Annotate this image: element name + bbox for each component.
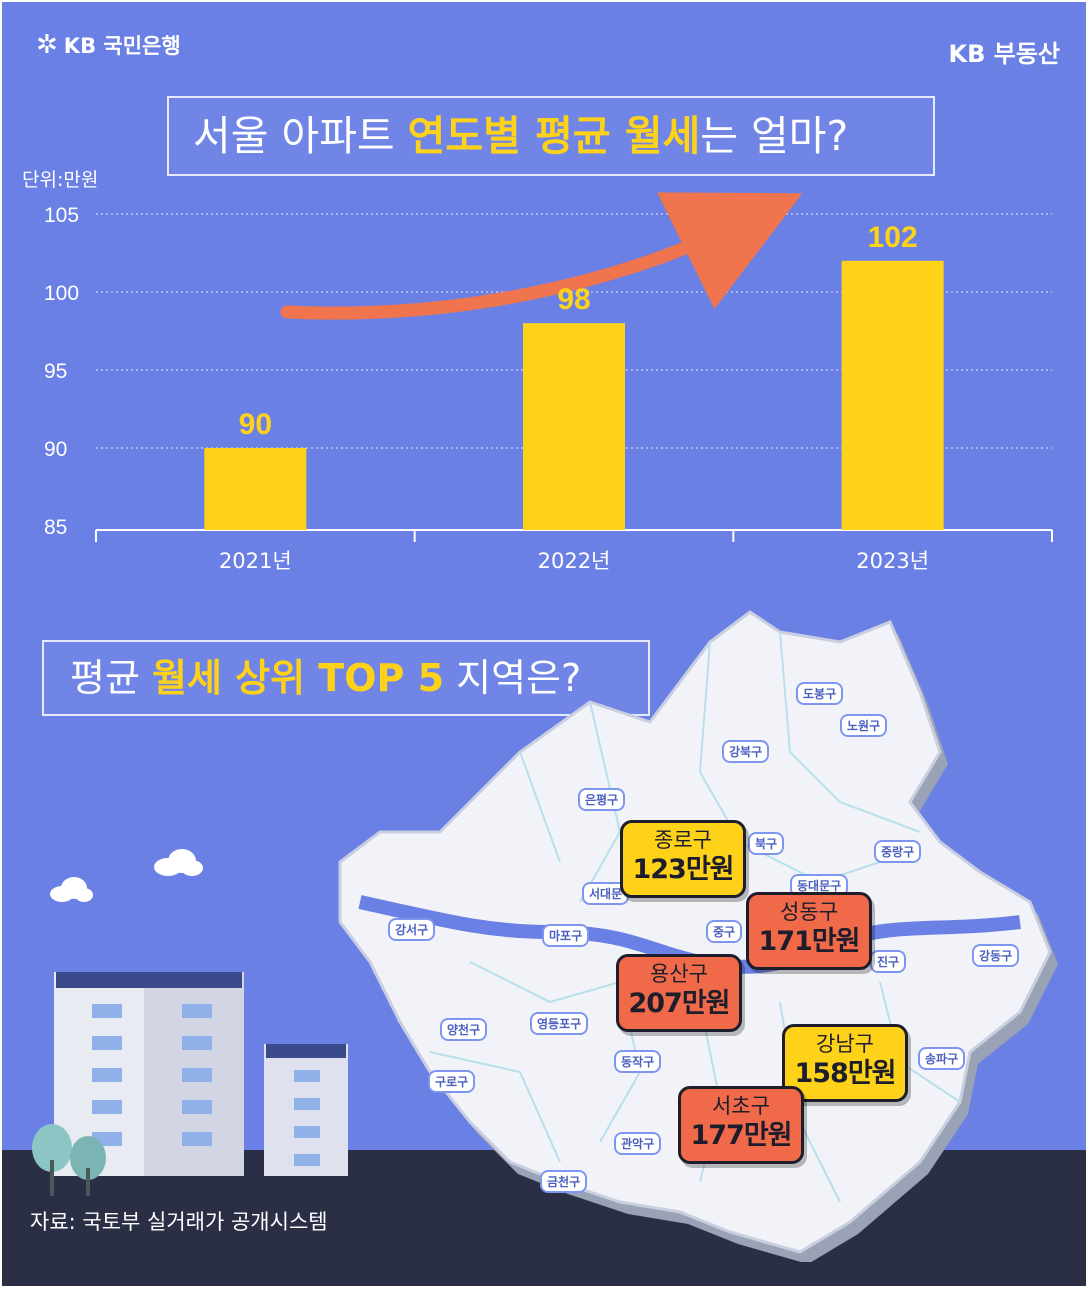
callout-name: 용산구	[650, 962, 708, 986]
y-tick-label: 100	[44, 282, 79, 305]
district-label: 서대문	[582, 882, 630, 905]
district-label: 관악구	[614, 1132, 662, 1155]
district-label: 강서구	[388, 918, 436, 941]
callout-seocho: 서초구 177만원	[678, 1086, 804, 1164]
trend-arrow	[280, 192, 803, 320]
map-title-pre: 평균	[70, 656, 152, 700]
x-tick-label: 2023년	[856, 549, 929, 573]
source-note: 자료: 국토부 실거래가 공개시스템	[30, 1210, 328, 1234]
district-label: 금천구	[540, 1170, 588, 1193]
kb-star-icon: ✲	[36, 30, 58, 60]
callout-value: 171만원	[758, 926, 860, 957]
kb-realty-logo: KB 부동산	[948, 40, 1061, 68]
district-label: 중구	[706, 920, 743, 943]
bar-3	[841, 260, 944, 530]
district-label: 동작구	[614, 1050, 662, 1073]
district-label: 은평구	[578, 788, 626, 811]
bar-chart: 85 90 95 100 105 90 2021년 98 2022년 102 2023년	[44, 192, 1053, 573]
callout-seongdong: 성동구 171만원	[746, 892, 872, 970]
unit-label: 단위:만원	[22, 169, 99, 191]
map-title-highlight: 월세 상위 TOP 5	[152, 656, 445, 700]
callout-value: 123만원	[632, 854, 734, 885]
callout-yongsan: 용산구 207만원	[616, 954, 742, 1032]
chart-title-highlight: 연도별 평균 월세	[407, 112, 701, 160]
chart-title-post: 는 얼마?	[700, 112, 849, 160]
district-label: 강북구	[722, 740, 770, 763]
x-tick-label: 2022년	[538, 549, 611, 573]
map-title-post: 지역은?	[444, 656, 582, 700]
callout-value: 177만원	[690, 1120, 792, 1151]
callout-value: 158만원	[794, 1058, 896, 1089]
callout-jongno: 종로구 123만원	[620, 820, 746, 898]
map-title: 평균 월세 상위 TOP 5 지역은?	[42, 640, 650, 716]
district-label: 영등포구	[530, 1012, 589, 1035]
x-tick-label: 2021년	[219, 549, 292, 573]
district-label: 북구	[748, 832, 785, 855]
callout-name: 성동구	[780, 900, 838, 924]
kb-bank-logo: ✲ KB 국민은행	[36, 30, 181, 60]
y-tick-label: 95	[44, 360, 67, 383]
y-tick-label: 85	[44, 516, 67, 539]
district-label: 마포구	[542, 924, 590, 947]
y-tick-label: 105	[44, 204, 79, 227]
district-label: 양천구	[440, 1018, 488, 1041]
district-label: 도봉구	[796, 682, 844, 705]
chart-title: 서울 아파트 연도별 평균 월세는 얼마?	[167, 96, 935, 176]
callout-gangnam: 강남구 158만원	[782, 1024, 908, 1102]
bar-1	[204, 448, 307, 530]
district-label: 구로구	[428, 1070, 476, 1093]
bar-value-label: 98	[557, 283, 590, 316]
bar-value-label: 102	[868, 221, 918, 254]
bar-value-label: 90	[239, 408, 272, 441]
callout-name: 서초구	[712, 1094, 770, 1118]
y-tick-label: 90	[44, 438, 67, 461]
bar-2	[523, 323, 625, 530]
callout-value: 207만원	[628, 988, 730, 1019]
callout-name: 종로구	[654, 828, 712, 852]
district-label: 송파구	[918, 1047, 966, 1070]
kb-bank-label: KB 국민은행	[63, 34, 181, 58]
district-label: 중랑구	[874, 840, 922, 863]
tree-icon	[32, 1124, 106, 1196]
district-label: 노원구	[840, 714, 888, 737]
cloud-icon	[154, 849, 203, 876]
cloud-icon	[50, 877, 93, 902]
callout-name: 강남구	[816, 1032, 874, 1056]
district-label: 진구	[870, 950, 907, 973]
district-label: 강동구	[972, 944, 1020, 967]
chart-title-pre: 서울 아파트	[193, 112, 408, 160]
